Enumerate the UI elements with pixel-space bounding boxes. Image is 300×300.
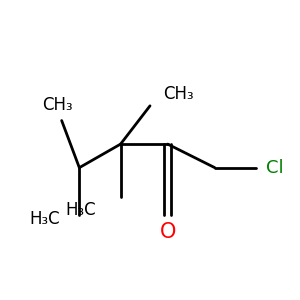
Text: CH₃: CH₃ xyxy=(42,95,73,113)
Text: Cl: Cl xyxy=(266,159,284,177)
Text: CH₃: CH₃ xyxy=(163,85,194,103)
Text: H₃C: H₃C xyxy=(65,201,95,219)
Text: O: O xyxy=(160,222,176,242)
Text: H₃C: H₃C xyxy=(30,210,60,228)
